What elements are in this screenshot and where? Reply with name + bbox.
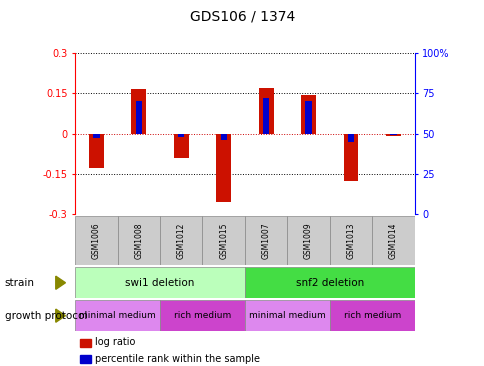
Text: GSM1014: GSM1014 xyxy=(388,223,397,259)
Bar xyxy=(160,300,244,331)
Bar xyxy=(216,134,231,202)
Bar xyxy=(244,300,329,331)
Bar xyxy=(390,134,396,135)
Bar xyxy=(75,216,117,265)
Text: log ratio: log ratio xyxy=(94,337,135,347)
Text: minimal medium: minimal medium xyxy=(79,311,156,320)
Bar xyxy=(287,216,329,265)
Polygon shape xyxy=(56,309,65,322)
Bar xyxy=(160,216,202,265)
Polygon shape xyxy=(56,276,65,289)
Bar xyxy=(329,300,414,331)
Bar xyxy=(178,134,184,137)
Bar xyxy=(202,216,244,265)
Text: GSM1009: GSM1009 xyxy=(303,222,313,259)
Bar xyxy=(258,88,273,134)
Text: percentile rank within the sample: percentile rank within the sample xyxy=(94,354,259,364)
Bar xyxy=(385,134,400,136)
Bar xyxy=(131,89,146,134)
Bar xyxy=(347,134,353,142)
Bar xyxy=(80,355,91,363)
Text: GSM1006: GSM1006 xyxy=(91,222,101,259)
Text: GDS106 / 1374: GDS106 / 1374 xyxy=(189,9,295,23)
Bar xyxy=(244,267,414,298)
Text: GSM1007: GSM1007 xyxy=(261,222,270,259)
Text: GSM1015: GSM1015 xyxy=(219,223,228,259)
Bar xyxy=(136,101,142,134)
Text: rich medium: rich medium xyxy=(343,311,400,320)
Bar xyxy=(173,134,188,158)
Text: snf2 deletion: snf2 deletion xyxy=(295,278,363,288)
Text: swi1 deletion: swi1 deletion xyxy=(125,278,195,288)
Bar xyxy=(262,98,269,134)
Bar xyxy=(220,134,227,140)
Text: GSM1008: GSM1008 xyxy=(134,223,143,259)
Bar xyxy=(89,134,104,168)
Bar xyxy=(80,339,91,347)
Text: strain: strain xyxy=(5,278,35,288)
Bar xyxy=(329,216,372,265)
Text: rich medium: rich medium xyxy=(173,311,231,320)
Bar xyxy=(117,216,160,265)
Text: minimal medium: minimal medium xyxy=(248,311,325,320)
Bar xyxy=(244,216,287,265)
Bar xyxy=(343,134,358,180)
Bar xyxy=(93,134,99,138)
Bar xyxy=(305,101,311,134)
Bar xyxy=(372,216,414,265)
Bar xyxy=(75,267,244,298)
Text: GSM1012: GSM1012 xyxy=(176,223,185,259)
Bar xyxy=(301,95,316,134)
Bar xyxy=(75,300,160,331)
Text: growth protocol: growth protocol xyxy=(5,311,87,321)
Text: GSM1013: GSM1013 xyxy=(346,223,355,259)
